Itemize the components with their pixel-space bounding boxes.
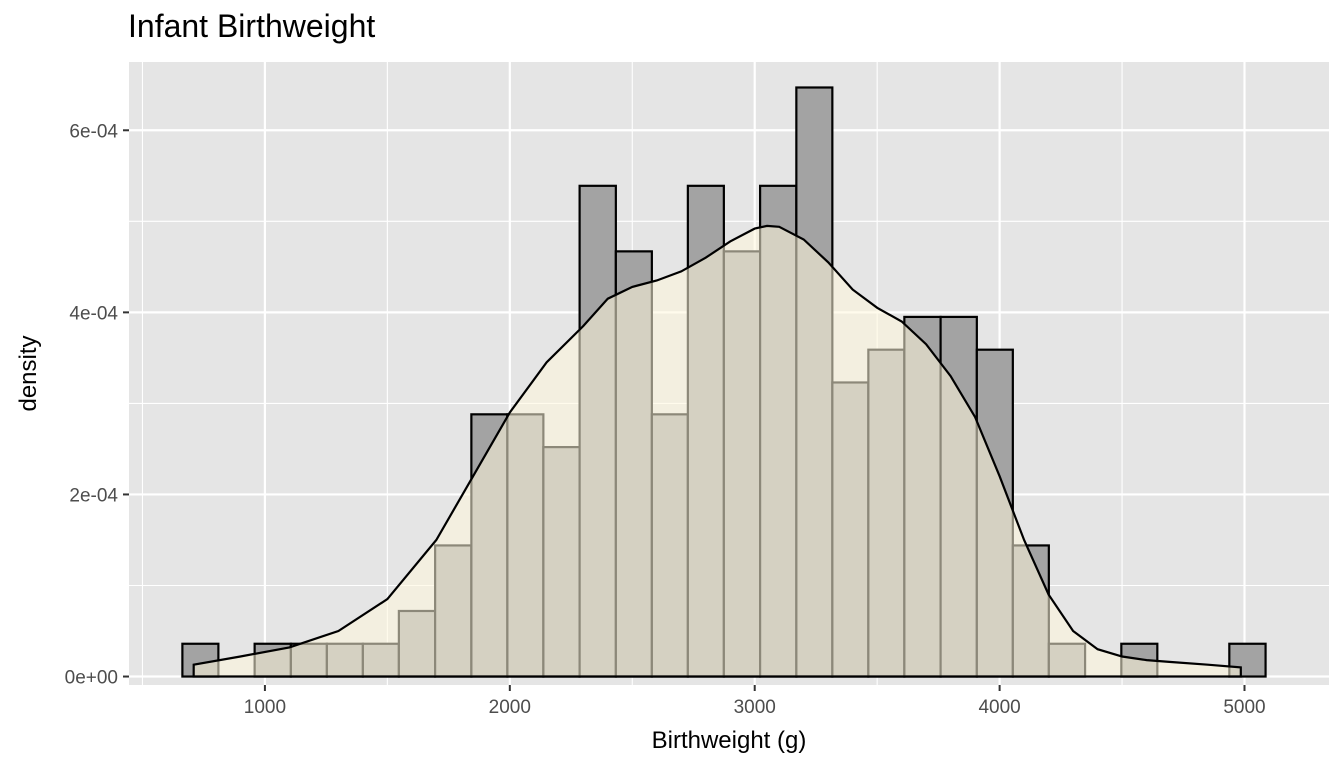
x-tick-label: 1000 xyxy=(244,697,286,718)
density-curve xyxy=(192,224,1242,678)
x-tick-label: 5000 xyxy=(1223,697,1265,718)
y-tick-label: 0e+00 xyxy=(65,668,118,689)
x-axis: 1000 2000 3000 4000 5000 xyxy=(244,685,1266,718)
chart-title: Infant Birthweight xyxy=(128,8,376,44)
y-tick-label: 6e-04 xyxy=(69,121,118,142)
x-tick-label: 4000 xyxy=(978,697,1020,718)
y-axis-title: density xyxy=(15,335,42,411)
y-tick-label: 4e-04 xyxy=(69,303,118,324)
y-axis: 0e+00 2e-04 4e-04 6e-04 xyxy=(65,121,129,689)
x-axis-title: Birthweight (g) xyxy=(652,727,807,754)
x-tick-label: 2000 xyxy=(489,697,531,718)
x-tick-label: 3000 xyxy=(734,697,776,718)
y-tick-label: 2e-04 xyxy=(69,485,118,506)
